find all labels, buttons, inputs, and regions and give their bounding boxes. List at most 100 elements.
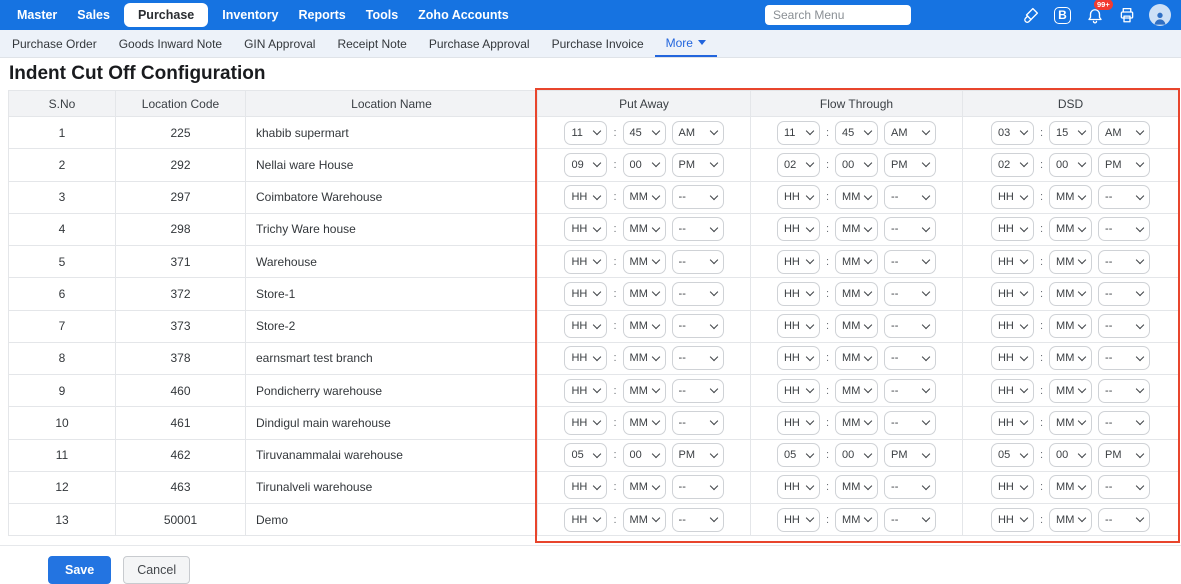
books-icon[interactable]: B bbox=[1053, 6, 1072, 25]
put-away-hour-select[interactable]: HH bbox=[564, 282, 607, 306]
subnav-item-purchase-invoice[interactable]: Purchase Invoice bbox=[541, 30, 655, 57]
nav-item-tools[interactable]: Tools bbox=[356, 0, 408, 30]
flow-through-hour-select[interactable]: HH bbox=[777, 346, 820, 370]
nav-item-sales[interactable]: Sales bbox=[67, 0, 120, 30]
dsd-minute-select[interactable]: MM bbox=[1049, 411, 1092, 435]
put-away-meridiem-select[interactable]: PM bbox=[672, 153, 724, 177]
put-away-meridiem-select[interactable]: -- bbox=[672, 314, 724, 338]
flow-through-minute-select[interactable]: MM bbox=[835, 282, 878, 306]
dsd-hour-select[interactable]: HH bbox=[991, 314, 1034, 338]
dsd-meridiem-select[interactable]: -- bbox=[1098, 475, 1150, 499]
put-away-meridiem-select[interactable]: -- bbox=[672, 282, 724, 306]
flow-through-minute-select[interactable]: MM bbox=[835, 185, 878, 209]
nav-item-purchase[interactable]: Purchase bbox=[124, 3, 208, 27]
flow-through-minute-select[interactable]: MM bbox=[835, 411, 878, 435]
flow-through-hour-select[interactable]: 02 bbox=[777, 153, 820, 177]
dsd-minute-select[interactable]: MM bbox=[1049, 282, 1092, 306]
put-away-minute-select[interactable]: 00 bbox=[623, 153, 666, 177]
put-away-meridiem-select[interactable]: -- bbox=[672, 475, 724, 499]
put-away-minute-select[interactable]: 45 bbox=[623, 121, 666, 145]
flow-through-meridiem-select[interactable]: PM bbox=[884, 443, 936, 467]
flow-through-minute-select[interactable]: 00 bbox=[835, 443, 878, 467]
put-away-hour-select[interactable]: HH bbox=[564, 411, 607, 435]
put-away-meridiem-select[interactable]: -- bbox=[672, 217, 724, 241]
dsd-meridiem-select[interactable]: PM bbox=[1098, 153, 1150, 177]
put-away-hour-select[interactable]: HH bbox=[564, 475, 607, 499]
put-away-minute-select[interactable]: MM bbox=[623, 185, 666, 209]
save-button[interactable]: Save bbox=[48, 556, 111, 584]
put-away-minute-select[interactable]: MM bbox=[623, 475, 666, 499]
nav-item-master[interactable]: Master bbox=[7, 0, 67, 30]
dsd-hour-select[interactable]: HH bbox=[991, 411, 1034, 435]
put-away-minute-select[interactable]: MM bbox=[623, 346, 666, 370]
search-input[interactable] bbox=[765, 5, 911, 25]
dsd-hour-select[interactable]: 03 bbox=[991, 121, 1034, 145]
nav-item-inventory[interactable]: Inventory bbox=[212, 0, 288, 30]
dsd-minute-select[interactable]: MM bbox=[1049, 379, 1092, 403]
put-away-hour-select[interactable]: HH bbox=[564, 346, 607, 370]
subnav-item-purchase-order[interactable]: Purchase Order bbox=[1, 30, 108, 57]
dsd-hour-select[interactable]: 05 bbox=[991, 443, 1034, 467]
dsd-meridiem-select[interactable]: -- bbox=[1098, 314, 1150, 338]
dsd-meridiem-select[interactable]: AM bbox=[1098, 121, 1150, 145]
printer-icon[interactable] bbox=[1117, 6, 1136, 25]
put-away-minute-select[interactable]: MM bbox=[623, 508, 666, 532]
subnav-item-receipt-note[interactable]: Receipt Note bbox=[326, 30, 417, 57]
brush-icon[interactable] bbox=[1021, 6, 1040, 25]
dsd-hour-select[interactable]: HH bbox=[991, 346, 1034, 370]
dsd-hour-select[interactable]: HH bbox=[991, 379, 1034, 403]
dsd-meridiem-select[interactable]: -- bbox=[1098, 250, 1150, 274]
dsd-minute-select[interactable]: 15 bbox=[1049, 121, 1092, 145]
dsd-hour-select[interactable]: HH bbox=[991, 250, 1034, 274]
flow-through-meridiem-select[interactable]: AM bbox=[884, 121, 936, 145]
flow-through-meridiem-select[interactable]: -- bbox=[884, 250, 936, 274]
flow-through-meridiem-select[interactable]: -- bbox=[884, 282, 936, 306]
put-away-meridiem-select[interactable]: -- bbox=[672, 379, 724, 403]
flow-through-hour-select[interactable]: HH bbox=[777, 282, 820, 306]
put-away-hour-select[interactable]: HH bbox=[564, 185, 607, 209]
flow-through-minute-select[interactable]: MM bbox=[835, 475, 878, 499]
flow-through-hour-select[interactable]: HH bbox=[777, 411, 820, 435]
flow-through-hour-select[interactable]: HH bbox=[777, 475, 820, 499]
dsd-meridiem-select[interactable]: -- bbox=[1098, 217, 1150, 241]
cancel-button[interactable]: Cancel bbox=[123, 556, 190, 584]
flow-through-hour-select[interactable]: HH bbox=[777, 185, 820, 209]
nav-item-reports[interactable]: Reports bbox=[289, 0, 356, 30]
flow-through-meridiem-select[interactable]: -- bbox=[884, 314, 936, 338]
flow-through-minute-select[interactable]: MM bbox=[835, 379, 878, 403]
dsd-minute-select[interactable]: MM bbox=[1049, 250, 1092, 274]
dsd-hour-select[interactable]: HH bbox=[991, 475, 1034, 499]
put-away-meridiem-select[interactable]: -- bbox=[672, 411, 724, 435]
put-away-hour-select[interactable]: 09 bbox=[564, 153, 607, 177]
flow-through-meridiem-select[interactable]: -- bbox=[884, 346, 936, 370]
put-away-meridiem-select[interactable]: -- bbox=[672, 346, 724, 370]
flow-through-hour-select[interactable]: HH bbox=[777, 250, 820, 274]
dsd-minute-select[interactable]: 00 bbox=[1049, 443, 1092, 467]
dsd-minute-select[interactable]: MM bbox=[1049, 314, 1092, 338]
flow-through-hour-select[interactable]: HH bbox=[777, 508, 820, 532]
put-away-minute-select[interactable]: MM bbox=[623, 411, 666, 435]
flow-through-meridiem-select[interactable]: -- bbox=[884, 475, 936, 499]
flow-through-minute-select[interactable]: 45 bbox=[835, 121, 878, 145]
flow-through-meridiem-select[interactable]: -- bbox=[884, 508, 936, 532]
flow-through-hour-select[interactable]: HH bbox=[777, 217, 820, 241]
put-away-hour-select[interactable]: HH bbox=[564, 508, 607, 532]
dsd-hour-select[interactable]: HH bbox=[991, 217, 1034, 241]
bell-icon[interactable]: 99+ bbox=[1085, 6, 1104, 25]
flow-through-meridiem-select[interactable]: -- bbox=[884, 217, 936, 241]
flow-through-minute-select[interactable]: 00 bbox=[835, 153, 878, 177]
dsd-meridiem-select[interactable]: -- bbox=[1098, 411, 1150, 435]
put-away-meridiem-select[interactable]: -- bbox=[672, 250, 724, 274]
flow-through-hour-select[interactable]: 05 bbox=[777, 443, 820, 467]
put-away-meridiem-select[interactable]: PM bbox=[672, 443, 724, 467]
dsd-hour-select[interactable]: HH bbox=[991, 185, 1034, 209]
put-away-hour-select[interactable]: HH bbox=[564, 250, 607, 274]
dsd-minute-select[interactable]: MM bbox=[1049, 346, 1092, 370]
flow-through-minute-select[interactable]: MM bbox=[835, 508, 878, 532]
dsd-minute-select[interactable]: MM bbox=[1049, 475, 1092, 499]
put-away-minute-select[interactable]: MM bbox=[623, 314, 666, 338]
dsd-meridiem-select[interactable]: -- bbox=[1098, 282, 1150, 306]
put-away-minute-select[interactable]: MM bbox=[623, 250, 666, 274]
flow-through-meridiem-select[interactable]: -- bbox=[884, 379, 936, 403]
put-away-hour-select[interactable]: HH bbox=[564, 379, 607, 403]
